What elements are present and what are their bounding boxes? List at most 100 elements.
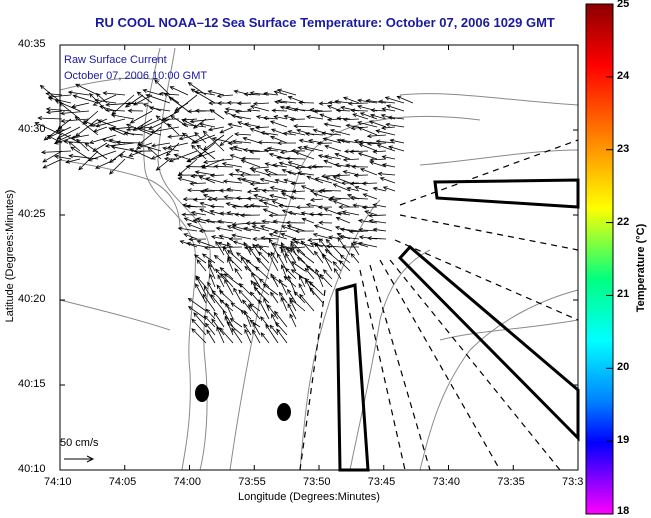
current-vector bbox=[254, 266, 270, 280]
current-vector bbox=[317, 154, 333, 160]
current-vector bbox=[198, 228, 216, 234]
current-vector bbox=[253, 282, 270, 296]
current-vector bbox=[256, 257, 270, 272]
current-vector bbox=[269, 193, 288, 200]
current-vector bbox=[320, 188, 342, 193]
current-vector bbox=[243, 226, 261, 232]
current-vector bbox=[291, 189, 306, 194]
current-vector bbox=[162, 146, 180, 152]
legend-line-1: Raw Surface Current bbox=[64, 54, 167, 66]
current-vector bbox=[129, 110, 153, 124]
current-vector bbox=[34, 122, 63, 136]
current-vector bbox=[72, 94, 99, 104]
current-vector bbox=[216, 326, 225, 344]
current-vector bbox=[284, 267, 297, 280]
current-vector bbox=[196, 259, 207, 272]
current-vector bbox=[294, 229, 315, 234]
current-vector bbox=[305, 265, 324, 280]
current-vector bbox=[347, 101, 369, 106]
current-vector bbox=[318, 220, 333, 225]
current-vector bbox=[375, 139, 396, 144]
current-vector bbox=[167, 134, 189, 139]
current-vector bbox=[168, 96, 189, 112]
current-vector bbox=[314, 250, 324, 264]
current-vector bbox=[241, 177, 261, 184]
current-vector bbox=[253, 193, 270, 200]
current-vector bbox=[227, 241, 234, 256]
current-vector bbox=[278, 203, 297, 208]
current-vector bbox=[269, 135, 288, 144]
current-vector bbox=[351, 242, 360, 256]
current-vector bbox=[204, 245, 225, 250]
current-vector bbox=[154, 79, 171, 96]
y-tick-label: 40:35 bbox=[18, 38, 46, 50]
current-vector bbox=[209, 173, 225, 178]
current-vector bbox=[191, 134, 207, 144]
current-vector bbox=[58, 102, 81, 120]
current-vector bbox=[37, 116, 63, 121]
current-vector bbox=[260, 235, 279, 241]
current-vector bbox=[218, 188, 234, 193]
current-vector bbox=[280, 225, 297, 232]
current-vector bbox=[229, 318, 243, 328]
current-vector bbox=[71, 102, 90, 109]
current-vector bbox=[336, 116, 351, 121]
current-vector bbox=[342, 96, 360, 104]
current-vector bbox=[289, 117, 306, 122]
current-vector bbox=[289, 195, 306, 200]
current-vector bbox=[361, 181, 378, 186]
current-vector bbox=[280, 232, 297, 240]
current-vector bbox=[228, 146, 243, 152]
current-vector bbox=[251, 225, 270, 232]
current-vector bbox=[129, 148, 153, 160]
legend-line-2: October 07, 2006 10:00 GMT bbox=[64, 70, 208, 82]
current-vector bbox=[188, 237, 207, 242]
current-vector bbox=[137, 126, 162, 146]
current-vector bbox=[338, 260, 351, 272]
y-tick-label: 40:30 bbox=[18, 123, 46, 135]
current-vector bbox=[339, 138, 360, 144]
current-vector bbox=[110, 145, 135, 152]
current-vector bbox=[293, 124, 315, 129]
colorbar-tick-label: 21 bbox=[617, 288, 630, 301]
current-vector bbox=[291, 261, 306, 272]
current-vector bbox=[243, 323, 252, 336]
x-tick-label: 73:35 bbox=[497, 476, 525, 488]
current-vector bbox=[228, 172, 243, 177]
colorbar bbox=[585, 3, 614, 515]
current-vector bbox=[297, 146, 315, 152]
current-vector bbox=[249, 203, 270, 208]
current-vector bbox=[234, 267, 243, 280]
x-tick-label: 73:50 bbox=[303, 476, 331, 488]
current-vector bbox=[231, 224, 252, 232]
current-vector bbox=[95, 158, 117, 169]
colorbar-tick-label: 25 bbox=[617, 0, 630, 10]
current-vector bbox=[234, 132, 252, 137]
current-vector bbox=[366, 141, 387, 146]
current-vector bbox=[190, 88, 216, 104]
current-vector bbox=[287, 288, 297, 304]
current-vector bbox=[210, 294, 225, 312]
current-vector bbox=[194, 131, 207, 144]
current-vector bbox=[53, 134, 81, 145]
current-vector bbox=[65, 158, 81, 164]
x-axis-label: Longitude (Degrees:Minutes) bbox=[238, 491, 380, 503]
current-vector bbox=[213, 311, 225, 328]
current-vector bbox=[386, 104, 405, 112]
scale-label: 50 cm/s bbox=[60, 437, 99, 449]
current-vector bbox=[185, 204, 207, 209]
current-vector bbox=[287, 248, 297, 264]
current-vector bbox=[361, 205, 378, 210]
current-vector bbox=[296, 249, 315, 264]
current-vector bbox=[70, 146, 90, 160]
current-vector bbox=[353, 173, 369, 178]
current-vector bbox=[273, 115, 288, 120]
current-vector bbox=[322, 137, 342, 144]
current-vector bbox=[54, 154, 72, 160]
current-vector bbox=[250, 221, 270, 226]
current-vector bbox=[239, 172, 261, 178]
current-vector bbox=[203, 285, 216, 304]
current-vector bbox=[228, 236, 243, 242]
current-vector bbox=[234, 168, 252, 176]
current-vector bbox=[177, 176, 198, 184]
